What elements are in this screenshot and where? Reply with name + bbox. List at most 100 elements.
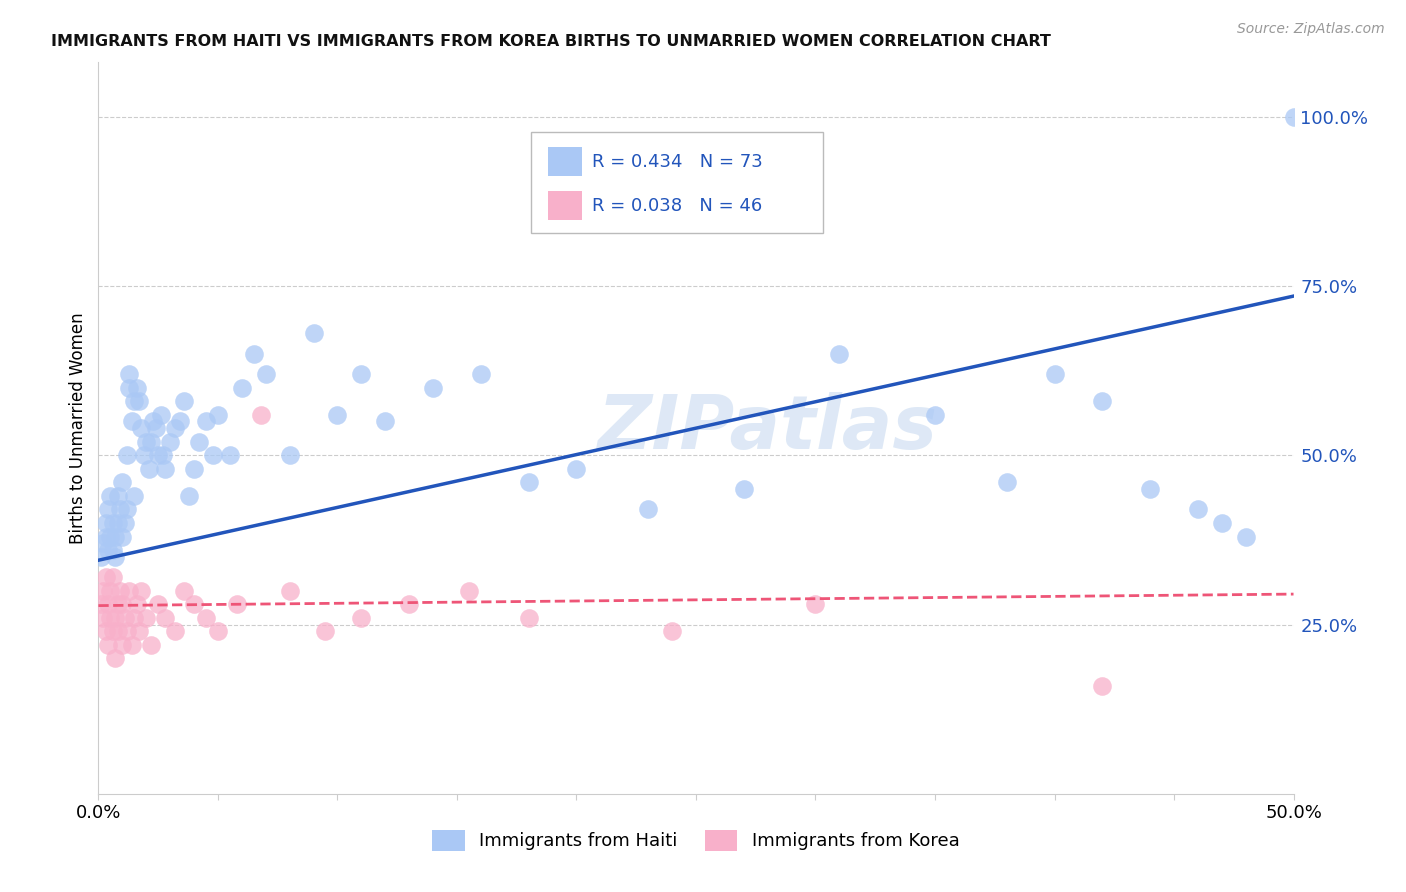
- Point: [115, 448, 138, 462]
- Point: [350, 611, 373, 625]
- Point: [804, 597, 827, 611]
- Point: [470, 367, 492, 381]
- Point: [118, 583, 141, 598]
- Point: [1282, 110, 1305, 124]
- Point: [114, 516, 136, 530]
- Text: ZIPatlas: ZIPatlas: [598, 392, 938, 465]
- Point: [118, 367, 141, 381]
- Point: [97, 543, 120, 558]
- Point: [107, 624, 129, 639]
- Text: Source: ZipAtlas.com: Source: ZipAtlas.com: [1237, 22, 1385, 37]
- Point: [231, 380, 253, 394]
- Point: [995, 475, 1018, 490]
- Point: [152, 448, 174, 462]
- Point: [142, 414, 165, 428]
- Point: [1211, 516, 1233, 530]
- Point: [94, 516, 117, 530]
- Point: [91, 611, 114, 625]
- Point: [135, 611, 157, 625]
- Point: [148, 448, 170, 462]
- Text: IMMIGRANTS FROM HAITI VS IMMIGRANTS FROM KOREA BIRTHS TO UNMARRIED WOMEN CORRELA: IMMIGRANTS FROM HAITI VS IMMIGRANTS FROM…: [51, 34, 1050, 49]
- Point: [733, 482, 755, 496]
- Point: [115, 502, 138, 516]
- Point: [254, 367, 277, 381]
- Point: [139, 434, 162, 449]
- Point: [637, 502, 659, 516]
- Point: [183, 597, 205, 611]
- Point: [91, 536, 114, 550]
- Point: [243, 346, 266, 360]
- Point: [107, 597, 129, 611]
- Point: [97, 597, 120, 611]
- Point: [139, 638, 162, 652]
- Point: [179, 489, 201, 503]
- Point: [374, 414, 396, 428]
- Point: [1091, 394, 1114, 409]
- Point: [173, 583, 195, 598]
- Point: [173, 394, 195, 409]
- Point: [114, 611, 136, 625]
- Point: [1187, 502, 1209, 516]
- Point: [94, 624, 117, 639]
- Point: [149, 408, 172, 422]
- Point: [121, 638, 143, 652]
- Point: [326, 408, 349, 422]
- Point: [124, 489, 146, 503]
- Point: [98, 611, 122, 625]
- Point: [183, 462, 205, 476]
- Point: [97, 638, 120, 652]
- Point: [138, 462, 160, 476]
- Point: [422, 380, 444, 394]
- Point: [128, 624, 150, 639]
- Point: [132, 448, 155, 462]
- Point: [219, 448, 242, 462]
- Point: [195, 611, 218, 625]
- Point: [131, 583, 153, 598]
- Point: [104, 611, 127, 625]
- Point: [101, 624, 124, 639]
- Point: [101, 570, 124, 584]
- Point: [155, 611, 177, 625]
- Point: [302, 326, 325, 341]
- Point: [115, 624, 138, 639]
- Point: [111, 597, 134, 611]
- Point: [111, 475, 134, 490]
- Point: [159, 434, 181, 449]
- Point: [125, 380, 148, 394]
- Point: [163, 421, 186, 435]
- Point: [101, 516, 124, 530]
- Point: [101, 543, 124, 558]
- Point: [124, 394, 146, 409]
- Point: [458, 583, 481, 598]
- Y-axis label: Births to Unmarried Women: Births to Unmarried Women: [69, 312, 87, 544]
- Point: [661, 624, 683, 639]
- Point: [250, 408, 273, 422]
- Point: [278, 583, 301, 598]
- Legend: Immigrants from Haiti, Immigrants from Korea: Immigrants from Haiti, Immigrants from K…: [425, 822, 967, 858]
- Point: [94, 570, 117, 584]
- Point: [226, 597, 249, 611]
- Text: R = 0.434   N = 73: R = 0.434 N = 73: [592, 153, 762, 170]
- Point: [195, 414, 218, 428]
- Point: [97, 502, 120, 516]
- Point: [91, 583, 114, 598]
- Point: [98, 489, 122, 503]
- Point: [1139, 482, 1161, 496]
- Point: [1234, 529, 1257, 543]
- Point: [278, 448, 301, 462]
- Point: [148, 597, 170, 611]
- Point: [107, 489, 129, 503]
- Point: [125, 597, 148, 611]
- Point: [104, 549, 127, 564]
- Point: [98, 529, 122, 543]
- Point: [187, 434, 209, 449]
- Point: [924, 408, 946, 422]
- Point: [131, 421, 153, 435]
- Point: [98, 583, 122, 598]
- Point: [124, 611, 146, 625]
- Point: [104, 529, 127, 543]
- Point: [315, 624, 337, 639]
- Point: [207, 624, 229, 639]
- Point: [398, 597, 420, 611]
- Point: [108, 583, 131, 598]
